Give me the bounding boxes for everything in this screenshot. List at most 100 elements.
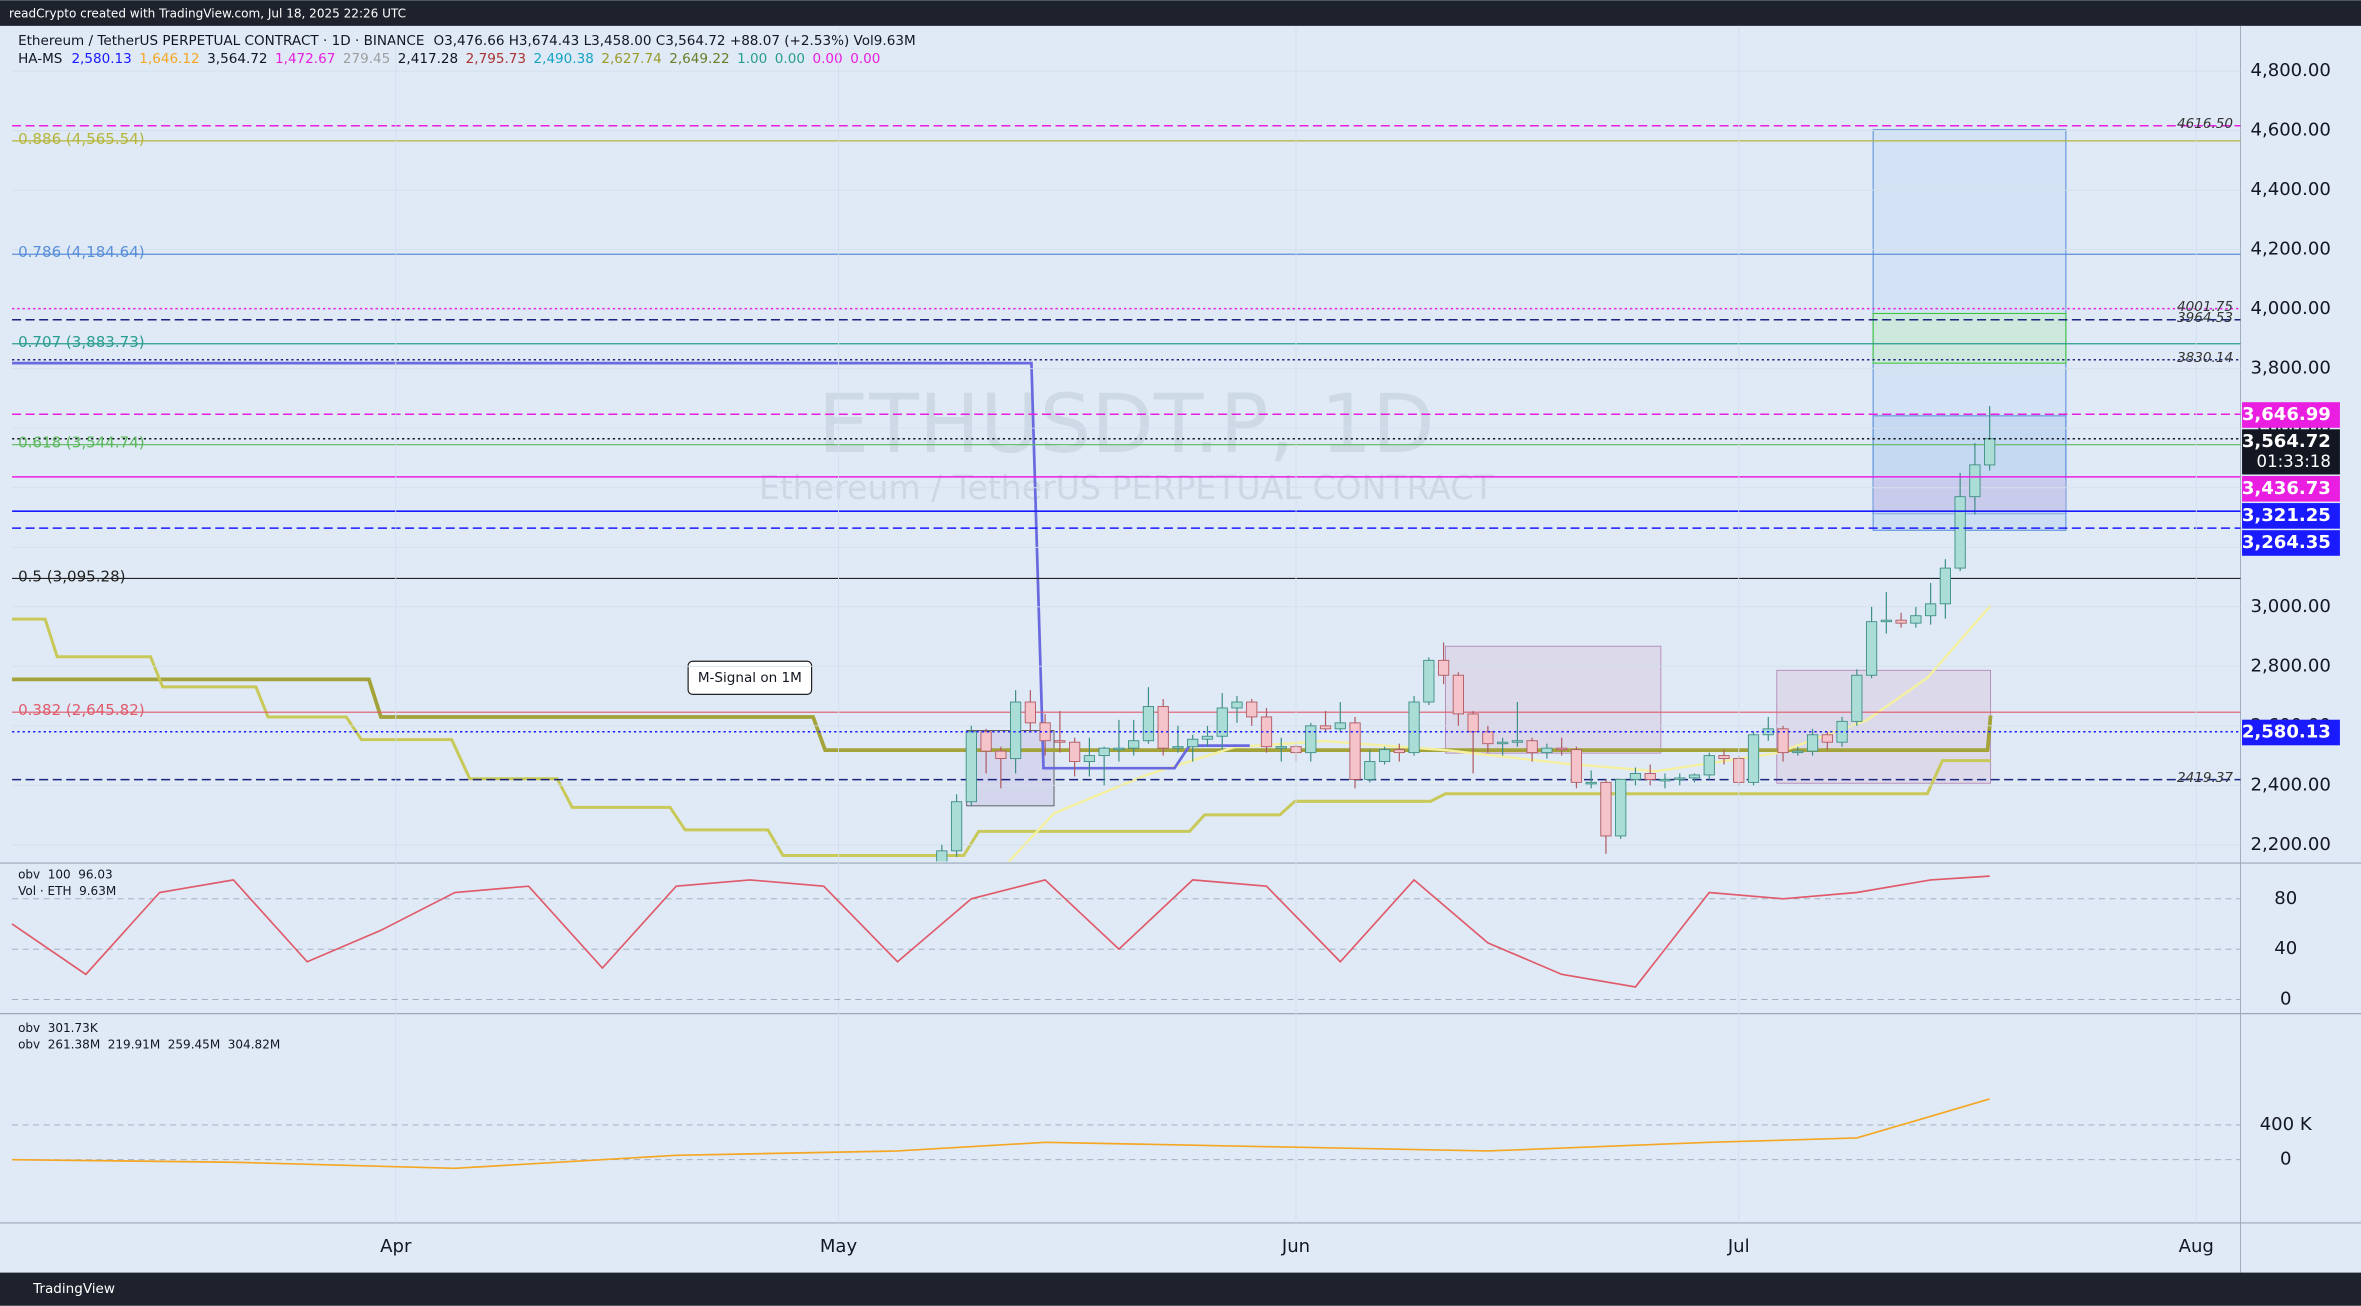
pane-legend: obv bbox=[18, 1038, 40, 1052]
fib-label: 0.618 (3,544.74) bbox=[18, 434, 145, 452]
candle-body bbox=[1378, 749, 1391, 763]
y-tick-label: 2,200.00 bbox=[2251, 834, 2331, 855]
candle-body bbox=[1216, 707, 1228, 737]
legend-symbol: Ethereum / TetherUS PERPETUAL CONTRACT ·… bbox=[18, 33, 424, 49]
candle-body bbox=[1423, 659, 1435, 703]
price-level-label: 3830.14 bbox=[2177, 350, 2233, 366]
fib-label: 0.382 (2,645.82) bbox=[18, 701, 145, 719]
price-tag bbox=[2242, 530, 2340, 556]
candle-body bbox=[1910, 615, 1922, 624]
fib-label: 0.707 (3,883.73) bbox=[18, 333, 145, 351]
legend-indicator: HA-MS bbox=[18, 51, 62, 67]
candle-body bbox=[1615, 778, 1627, 837]
price-tag-label: 3,321.25 bbox=[2242, 505, 2331, 526]
candle-body bbox=[1541, 747, 1553, 754]
candle-body bbox=[1895, 619, 1907, 624]
candle-body bbox=[1674, 777, 1686, 780]
candle-body bbox=[1408, 701, 1420, 754]
header-bar bbox=[0, 0, 2361, 26]
candle-body bbox=[1925, 603, 1937, 617]
candle-body bbox=[1969, 464, 1981, 498]
legend: Ethereum / TetherUS PERPETUAL CONTRACT ·… bbox=[18, 33, 424, 67]
price-level-label: 4616.50 bbox=[2177, 116, 2233, 132]
legend-value: 0.00 bbox=[850, 51, 880, 67]
pane-legend: Vol · ETH bbox=[18, 884, 71, 898]
pane-legend: 301.73K bbox=[48, 1021, 99, 1035]
candle-body bbox=[1688, 774, 1701, 779]
candle-body bbox=[1497, 741, 1509, 745]
candle-body bbox=[1629, 773, 1642, 780]
ma-line bbox=[1007, 604, 1992, 863]
legend-value: 279.45 bbox=[343, 51, 390, 67]
candle-body bbox=[1851, 674, 1863, 722]
price-tag-label: 2,580.13 bbox=[2242, 722, 2331, 743]
y-tick-label: 4,000.00 bbox=[2251, 298, 2331, 319]
candle-body bbox=[1024, 701, 1036, 724]
candle-body bbox=[1246, 701, 1258, 718]
candle-body bbox=[1305, 725, 1317, 754]
indicator-line bbox=[12, 1098, 1990, 1170]
fib-label: 0.786 (4,184.64) bbox=[18, 243, 145, 261]
candle-body bbox=[1452, 674, 1464, 715]
header: readCrypto created with TradingView.com,… bbox=[9, 6, 406, 20]
legend-ohlc: O3,476.66 H3,674.43 L3,458.00 C3,564.72 … bbox=[433, 33, 915, 49]
y-tick-label: 3,800.00 bbox=[2251, 358, 2331, 379]
price-tag-label: 3,264.35 bbox=[2242, 532, 2331, 553]
candle-body bbox=[1482, 731, 1494, 745]
candle-body bbox=[936, 850, 948, 862]
legend-value: 2,490.38 bbox=[534, 51, 594, 67]
pane-legend: obv bbox=[18, 868, 40, 882]
price-tag-countdown: 01:33:18 bbox=[2257, 452, 2331, 471]
candle-body bbox=[1113, 747, 1125, 751]
zone-box bbox=[1776, 669, 1992, 784]
pane-legend: 100 bbox=[48, 868, 71, 882]
candle-body bbox=[1806, 734, 1819, 752]
candle-body bbox=[1349, 722, 1361, 780]
m-signal-line bbox=[12, 617, 1991, 858]
pane-legend: 261.38M bbox=[48, 1038, 100, 1052]
candle-body bbox=[1201, 735, 1214, 740]
candle-body bbox=[1334, 722, 1346, 730]
candle-body bbox=[1747, 734, 1760, 783]
candle-body bbox=[1172, 746, 1184, 749]
candle-body bbox=[1069, 741, 1081, 763]
candle-body bbox=[1954, 496, 1966, 569]
annotation: M-Signal on 1M bbox=[698, 670, 802, 686]
pane-legend: 9.63M bbox=[79, 884, 116, 898]
watermark-title: ETHUSDT.P, 1D bbox=[818, 378, 1435, 472]
legend-value: 1,646.12 bbox=[139, 51, 199, 67]
candle-body bbox=[1659, 778, 1671, 782]
y-tick-label: 4,800.00 bbox=[2251, 60, 2331, 81]
candle-body bbox=[1984, 438, 1996, 466]
x-tick-label: Apr bbox=[380, 1236, 412, 1257]
candle-body bbox=[1157, 706, 1169, 749]
pane-legend: 304.82M bbox=[228, 1038, 280, 1052]
candle-body bbox=[1128, 740, 1140, 749]
candle-body bbox=[1467, 713, 1479, 733]
candle-body bbox=[980, 731, 992, 752]
x-tick-label: May bbox=[820, 1236, 858, 1257]
pane-legend: 259.45M bbox=[168, 1038, 220, 1052]
legend-value: 2,580.13 bbox=[71, 51, 131, 67]
price-tag bbox=[2242, 429, 2340, 475]
candle-body bbox=[1600, 781, 1612, 837]
candle-body bbox=[1231, 701, 1243, 709]
y-tick-label: 4,200.00 bbox=[2251, 239, 2331, 260]
pane-legend: obv bbox=[18, 1021, 40, 1035]
price-level-label: 2419.37 bbox=[2177, 770, 2233, 786]
candle-body bbox=[1777, 728, 1789, 754]
candle-body bbox=[1393, 749, 1405, 754]
y-tick-label: 4,400.00 bbox=[2251, 179, 2331, 200]
x-tick-label: Aug bbox=[2179, 1236, 2214, 1257]
legend-value: 1,472.67 bbox=[275, 51, 335, 67]
y-tick-label: 2,400.00 bbox=[2251, 774, 2331, 795]
candle-body bbox=[1275, 746, 1287, 749]
candle-body bbox=[1364, 761, 1376, 780]
candle-body bbox=[1319, 725, 1332, 730]
legend-value: 1.00 bbox=[737, 51, 767, 67]
candle-body bbox=[1939, 567, 1951, 605]
candle-body bbox=[965, 731, 977, 803]
candle-body bbox=[1437, 659, 1450, 676]
candle-body bbox=[1511, 740, 1524, 743]
price-tag bbox=[2242, 402, 2340, 428]
